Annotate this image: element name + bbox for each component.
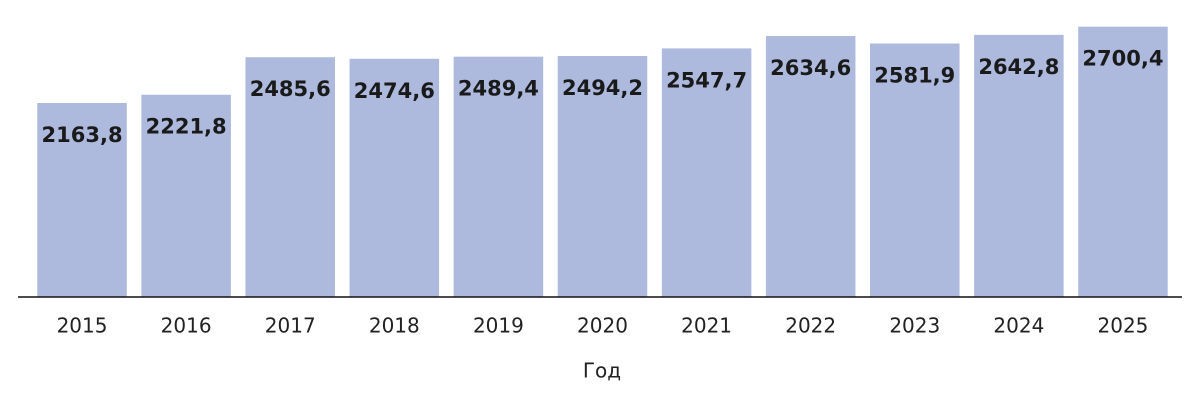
- value-label: 2221,8: [146, 115, 227, 139]
- bar: [661, 48, 752, 297]
- bar: [141, 94, 231, 297]
- bar: [245, 57, 335, 297]
- value-label: 2163,8: [42, 123, 123, 147]
- value-label: 2700,4: [1082, 47, 1163, 71]
- value-label: 2489,4: [458, 77, 539, 101]
- x-tick-label: 2020: [577, 314, 628, 338]
- value-label: 2642,8: [978, 55, 1059, 79]
- value-label: 2547,7: [666, 68, 747, 92]
- bar: [765, 36, 856, 298]
- value-label: 2581,9: [874, 64, 955, 88]
- value-label: 2485,6: [250, 77, 331, 101]
- x-tick-label: 2023: [889, 314, 940, 338]
- x-tick-label: 2015: [57, 314, 108, 338]
- value-label: 2474,6: [354, 79, 435, 103]
- bar: [870, 43, 960, 298]
- bar: [557, 56, 648, 298]
- bar: [453, 56, 544, 298]
- x-tick-label: 2024: [993, 314, 1044, 338]
- x-tick-label: 2019: [473, 314, 524, 338]
- x-tick-label: 2016: [161, 314, 212, 338]
- x-tick-label: 2017: [265, 314, 316, 338]
- bar: [974, 34, 1064, 298]
- bar: [349, 58, 440, 298]
- bar: [37, 102, 127, 297]
- bar: [1078, 26, 1168, 298]
- x-tick-label: 2021: [681, 314, 732, 338]
- value-label: 2494,2: [562, 76, 643, 100]
- x-tick-label: 2025: [1098, 314, 1149, 338]
- x-axis-label: Год: [583, 359, 621, 383]
- x-tick-label: 2022: [785, 314, 836, 338]
- x-tick-label: 2018: [369, 314, 420, 338]
- value-label: 2634,6: [770, 56, 851, 80]
